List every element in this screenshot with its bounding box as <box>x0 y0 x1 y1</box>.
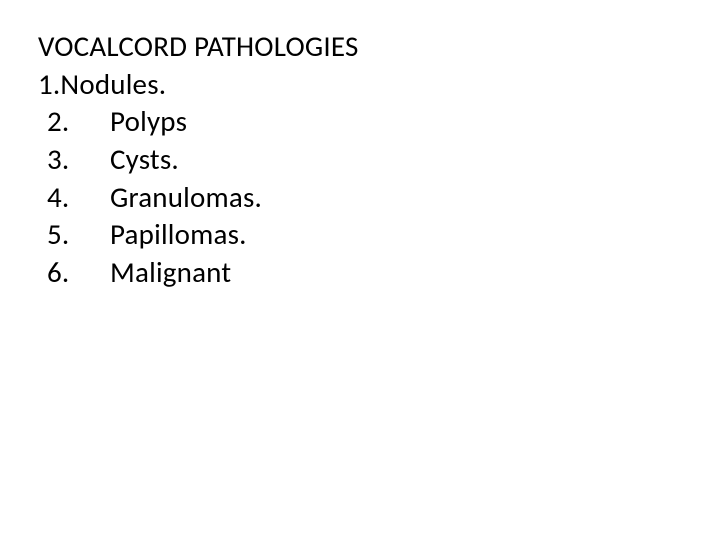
list-item: 5. Papillomas. <box>38 216 720 254</box>
list-label: Cysts. <box>110 141 179 179</box>
list-label: Granulomas. <box>110 179 262 217</box>
list-item: 2. Polyps <box>38 103 720 141</box>
list-item-1: 1.Nodules. <box>38 66 720 104</box>
list-label: Polyps <box>110 103 187 141</box>
list-item: 3. Cysts. <box>38 141 720 179</box>
slide-title: VOCALCORD PATHOLOGIES <box>38 28 720 66</box>
list-number: 2. <box>38 103 110 141</box>
slide-content: VOCALCORD PATHOLOGIES 1.Nodules. 2. Poly… <box>0 0 720 292</box>
list-number: 3. <box>38 141 110 179</box>
list-label: Papillomas. <box>110 216 247 254</box>
list-number: 6. <box>38 254 110 292</box>
list-label: Malignant <box>110 254 231 292</box>
list-number: 5. <box>38 216 110 254</box>
list-item: 4. Granulomas. <box>38 179 720 217</box>
pathology-list: 2. Polyps 3. Cysts. 4. Granulomas. 5. Pa… <box>38 103 720 291</box>
list-item: 6. Malignant <box>38 254 720 292</box>
list-number: 4. <box>38 179 110 217</box>
